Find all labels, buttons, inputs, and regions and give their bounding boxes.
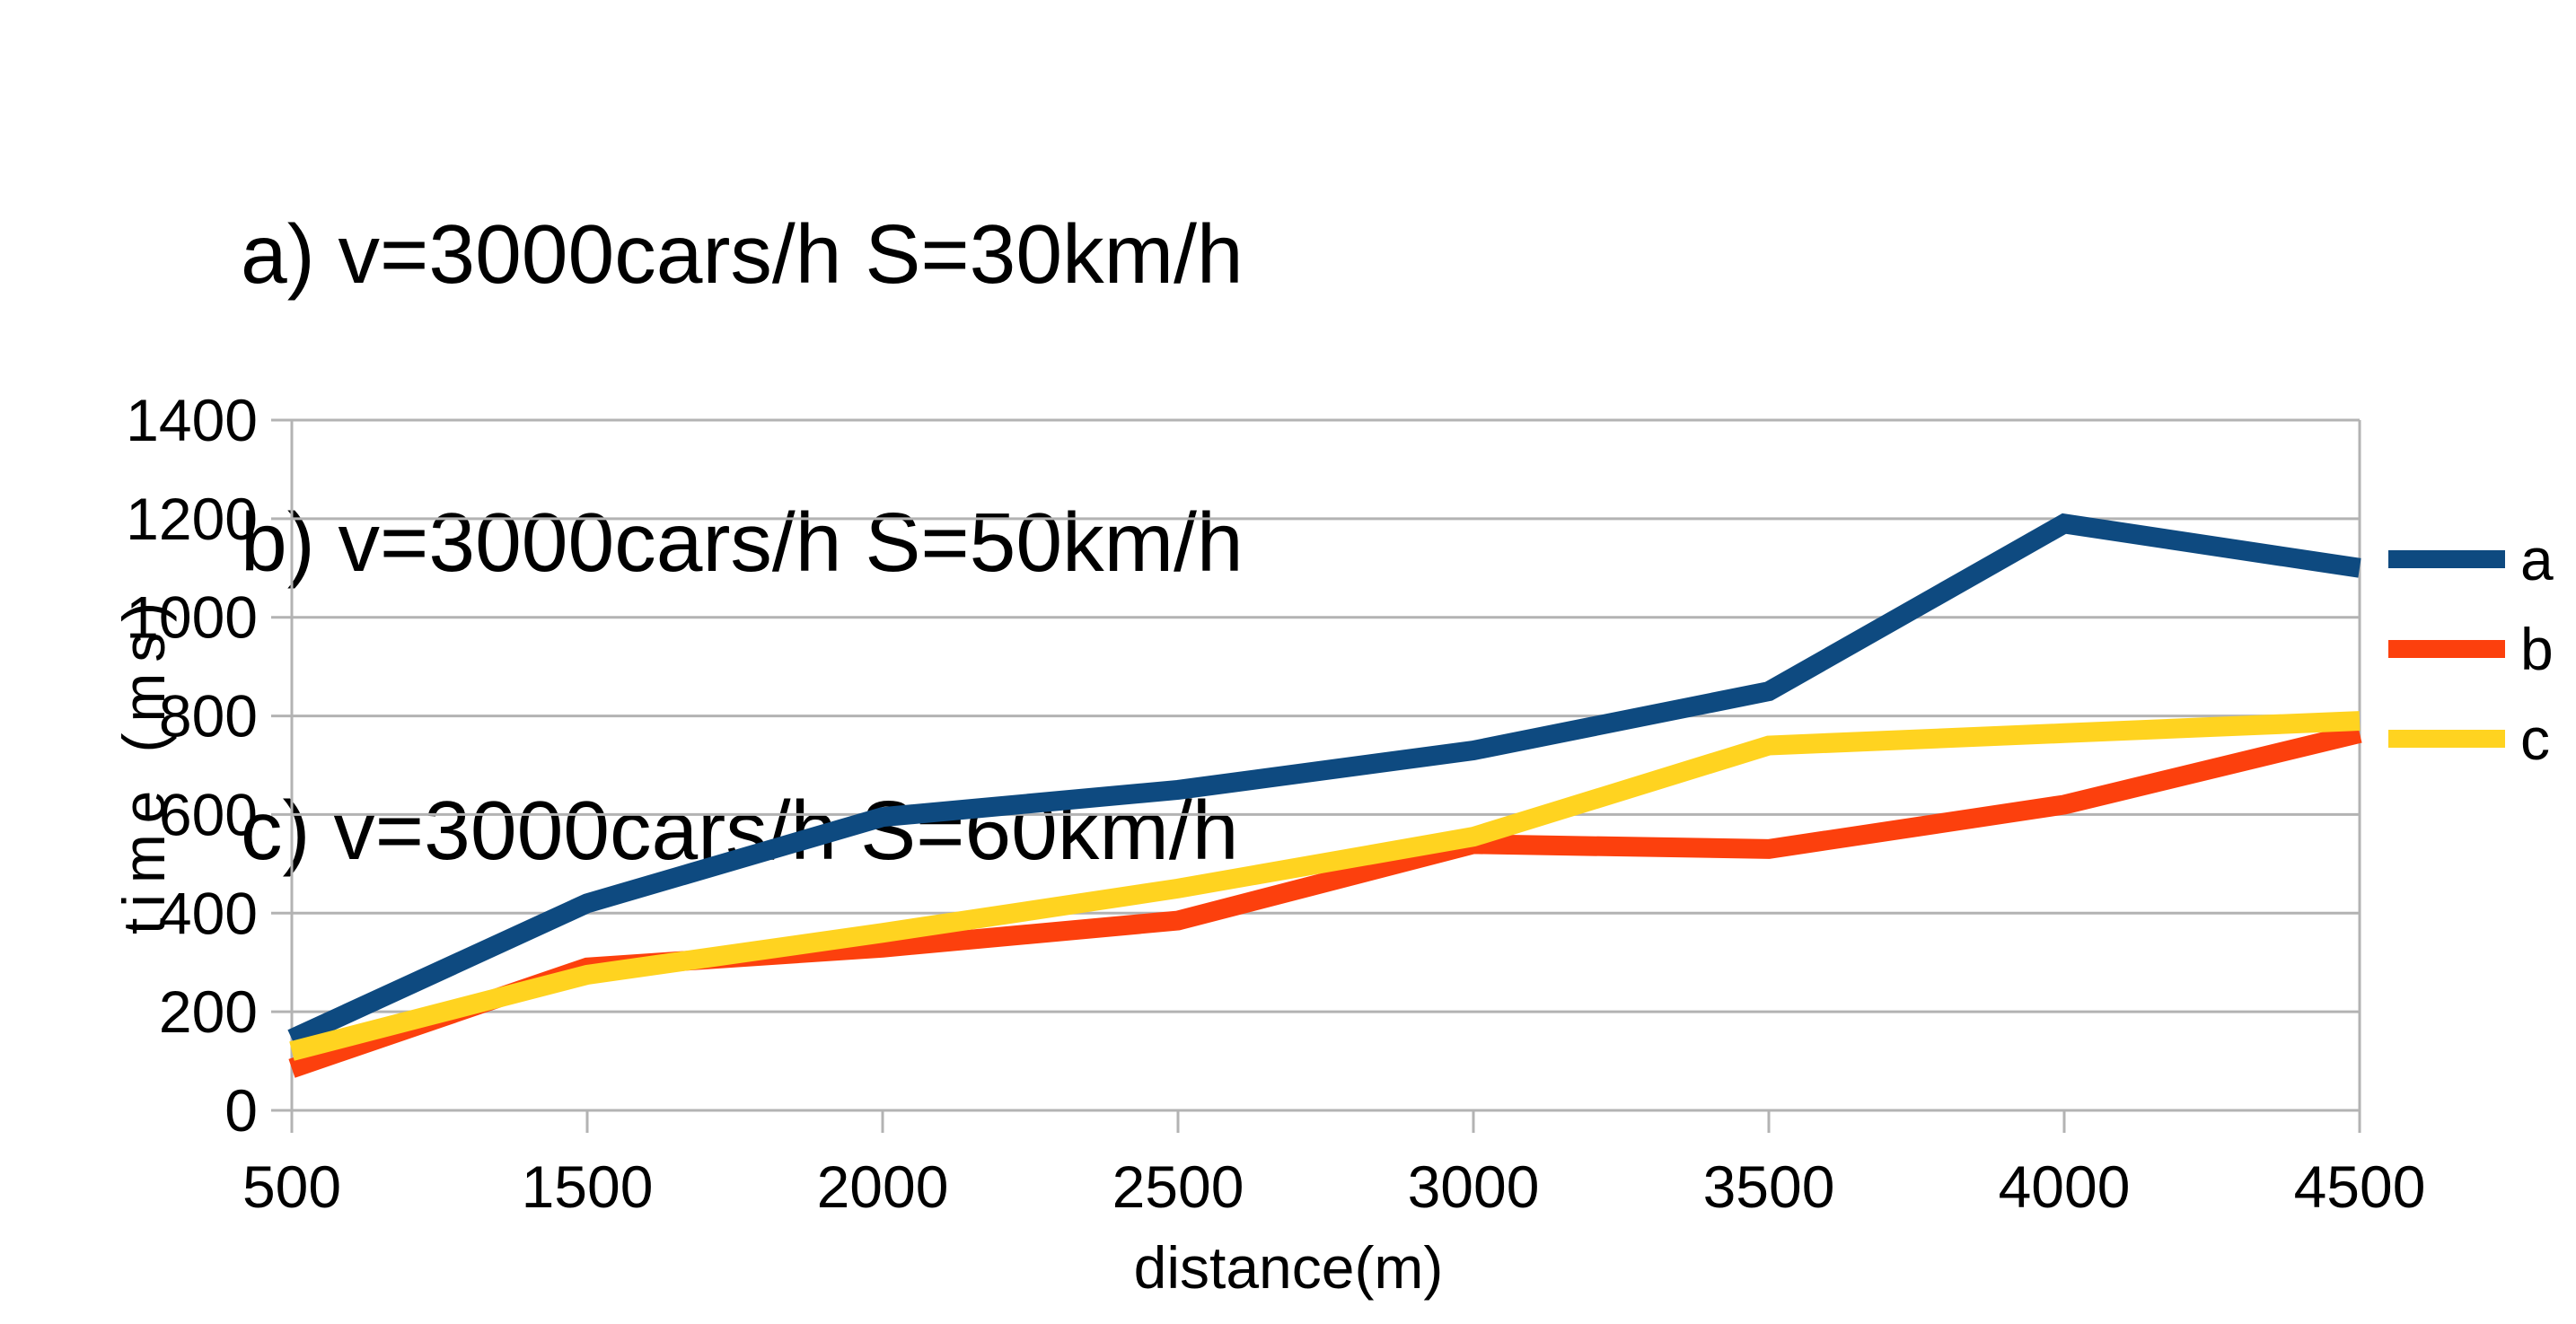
y-tick-label-1000: 1000 — [126, 584, 258, 651]
legend-label-c: c — [2520, 706, 2550, 772]
legend-label-b: b — [2520, 616, 2554, 682]
legend-swatch-a — [2388, 550, 2505, 568]
tick-labels: 0 200 400 600 800 1000 1200 1400 500 1500 2000 2500… — [126, 387, 2425, 1220]
y-tick-label-600: 600 — [159, 781, 258, 847]
legend-swatch-c — [2388, 730, 2505, 748]
gridlines — [271, 418, 2360, 1112]
x-tick-label-4000: 4000 — [1999, 1153, 2131, 1220]
x-tick-label-2000: 2000 — [817, 1153, 949, 1220]
legend-label-a: a — [2520, 526, 2554, 592]
x-tick-label-4500: 4500 — [2294, 1153, 2426, 1220]
series-line-a — [287, 513, 2361, 1048]
y-tick-label-1200: 1200 — [126, 486, 258, 552]
x-axis-title: distance(m) — [1133, 1234, 1444, 1301]
y-axis-title: time (ms) — [110, 592, 177, 934]
legend: abc — [2388, 526, 2554, 772]
y-tick-label-200: 200 — [159, 978, 258, 1045]
data-series — [287, 513, 2362, 1078]
series-line-c — [289, 711, 2361, 1061]
y-tick-label-0: 0 — [224, 1077, 258, 1144]
x-tick-label-3000: 3000 — [1408, 1153, 1540, 1220]
x-tick-label-1500: 1500 — [522, 1153, 654, 1220]
y-tick-label-800: 800 — [159, 683, 258, 750]
legend-swatch-b — [2388, 640, 2505, 658]
y-tick-label-1400: 1400 — [126, 387, 258, 453]
y-tick-label-400: 400 — [159, 880, 258, 946]
x-tick-label-500: 500 — [242, 1153, 341, 1220]
x-tick-label-2500: 2500 — [1112, 1153, 1244, 1220]
annotation-line-a: a) v=3000cars/h S=30km/h — [241, 207, 1244, 301]
chart-annotations: a) v=3000cars/h S=30km/h b) v=3000cars/h… — [241, 14, 1244, 1071]
annotation-line-b: b) v=3000cars/h S=50km/h — [241, 495, 1244, 589]
axes — [290, 420, 2361, 1133]
x-tick-label-3500: 3500 — [1703, 1153, 1835, 1220]
